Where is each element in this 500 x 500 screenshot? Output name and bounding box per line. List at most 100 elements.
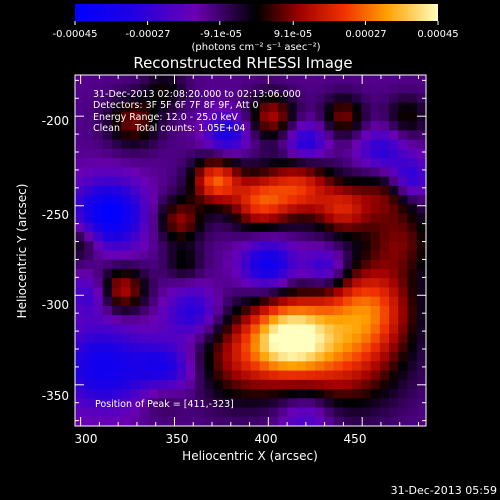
heatmap-cell [268,416,279,427]
heatmap-cell [139,324,150,335]
heatmap-cell [130,213,141,224]
y-tick-label: -200 [42,114,69,128]
heatmap-cell [361,416,371,427]
heatmap-cell [296,352,307,362]
heatmap-cell [407,361,418,371]
heatmap-cell [130,268,141,279]
heatmap-cell [287,268,298,279]
heatmap-cell [389,296,399,307]
heatmap-cell [296,407,307,418]
heatmap-cell [75,407,85,418]
heatmap-cell [204,333,214,344]
heatmap-cell [148,130,159,141]
heatmap-cell [195,222,205,233]
heatmap-cell [389,305,399,316]
heatmap-cell [324,111,335,122]
heatmap-cell [241,121,251,131]
heatmap-cell [296,102,307,113]
heatmap-cell [315,241,325,251]
heatmap-cell [121,93,131,104]
heatmap-cell [148,139,159,150]
heatmap-cell [93,342,104,353]
heatmap-cell [315,232,325,242]
heatmap-cell [296,232,307,242]
heatmap-cell [296,370,307,381]
heatmap-cell [139,102,150,113]
heatmap-cell [352,232,362,242]
colorbar-tick-label: -0.00045 [53,29,98,40]
heatmap-cell [352,176,362,187]
heatmap-cell [278,342,288,353]
heatmap-cell [398,268,408,279]
heatmap-cell [84,204,94,214]
heatmap-cell [102,102,113,113]
heatmap-cell [232,111,242,122]
heatmap-cell [296,111,307,122]
heatmap-cell [398,333,408,344]
heatmap-cell [296,259,307,270]
heatmap-cell [416,407,427,418]
heatmap-cell [389,379,399,390]
heatmap-cell [93,185,104,196]
heatmap-cell [195,84,205,94]
heatmap-cell [130,416,141,427]
heatmap-cell [250,305,261,316]
heatmap-cell [222,241,233,251]
heatmap-cell [268,315,279,325]
heatmap-cell [158,148,168,159]
heatmap-cell [379,315,390,325]
heatmap-cell [185,204,196,214]
heatmap-cell [333,167,344,178]
heatmap-cell [185,232,196,242]
heatmap-cell [84,333,94,344]
heatmap-cell [361,370,371,381]
heatmap-cell [315,93,325,104]
heatmap-cell [250,370,261,381]
heatmap-cell [398,287,408,298]
heatmap-cell [185,167,196,178]
heatmap-cell [361,84,371,94]
heatmap-cell [398,102,408,113]
heatmap-cell [222,204,233,214]
heatmap-cell [213,333,224,344]
heatmap-cell [342,305,353,316]
annotation-time-range: 31-Dec-2013 02:08:20.000 to 02:13:06.000 [93,89,301,100]
heatmap-cell [342,195,353,205]
heatmap-cell [287,102,298,113]
heatmap-cell [148,333,159,344]
heatmap-cell [389,416,399,427]
heatmap-cell [268,407,279,418]
heatmap-cell [333,213,344,224]
heatmap-cell [333,278,344,288]
heatmap-cell [389,259,399,270]
heatmap-cell [130,250,141,261]
heatmap-cell [305,416,316,427]
heatmap-cell [241,352,251,362]
heatmap-cell [102,342,113,353]
heatmap-cell [176,241,187,251]
heatmap-cell [379,213,390,224]
heatmap-cell [268,75,279,85]
heatmap-cell [84,222,94,233]
heatmap-cell [268,296,279,307]
heatmap-cell [241,389,251,399]
heatmap-cell [176,93,187,104]
heatmap-cell [204,148,214,159]
heatmap-cell [167,204,178,214]
heatmap-cell [324,305,335,316]
heatmap-cell [324,213,335,224]
heatmap-cell [333,342,344,353]
heatmap-cell [75,121,85,131]
heatmap-cell [185,121,196,131]
heatmap-cell [241,167,251,178]
heatmap-cell [232,176,242,187]
heatmap-cell [250,379,261,390]
heatmap-cell [158,361,168,371]
heatmap-cell [416,361,427,371]
heatmap-cell [315,222,325,233]
heatmap-cell [185,370,196,381]
heatmap-cell [389,342,399,353]
heatmap-cell [324,84,335,94]
heatmap-cell [139,296,150,307]
heatmap-cell [241,416,251,427]
